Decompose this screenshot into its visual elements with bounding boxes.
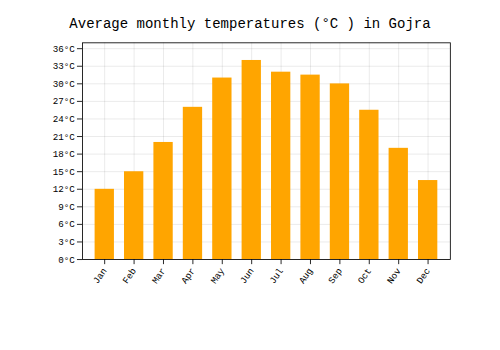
svg-text:12°C: 12°C	[53, 184, 76, 195]
svg-text:May: May	[209, 266, 228, 286]
svg-text:33°C: 33°C	[53, 61, 76, 72]
svg-text:9°C: 9°C	[58, 202, 75, 213]
svg-text:21°C: 21°C	[53, 131, 76, 142]
svg-text:Jan: Jan	[91, 266, 110, 286]
html-text:Average monthly temperatures (: Average monthly temperatures (°C ) in Go…	[69, 16, 431, 32]
svg-text:0°C: 0°C	[58, 254, 75, 265]
svg-text:Oct: Oct	[356, 266, 375, 286]
svg-text:Mar: Mar	[150, 266, 169, 286]
svg-text:Sep: Sep	[326, 266, 345, 286]
svg-text:Jun: Jun	[238, 266, 257, 286]
svg-text:15°C: 15°C	[53, 167, 76, 178]
svg-text:Aug: Aug	[297, 266, 316, 286]
svg-text:Jul: Jul	[267, 266, 286, 286]
svg-text:24°C: 24°C	[53, 114, 76, 125]
svg-text:36°C: 36°C	[53, 44, 76, 55]
svg-text:Dec: Dec	[414, 266, 433, 286]
svg-text:6°C: 6°C	[58, 219, 75, 230]
svg-text:18°C: 18°C	[53, 149, 76, 160]
svg-text:Nov: Nov	[385, 266, 404, 286]
svg-text:27°C: 27°C	[53, 96, 76, 107]
svg-text:Feb: Feb	[120, 266, 139, 286]
svg-text:30°C: 30°C	[53, 79, 76, 90]
svg-text:Apr: Apr	[179, 266, 198, 286]
svg-text:3°C: 3°C	[58, 237, 75, 248]
